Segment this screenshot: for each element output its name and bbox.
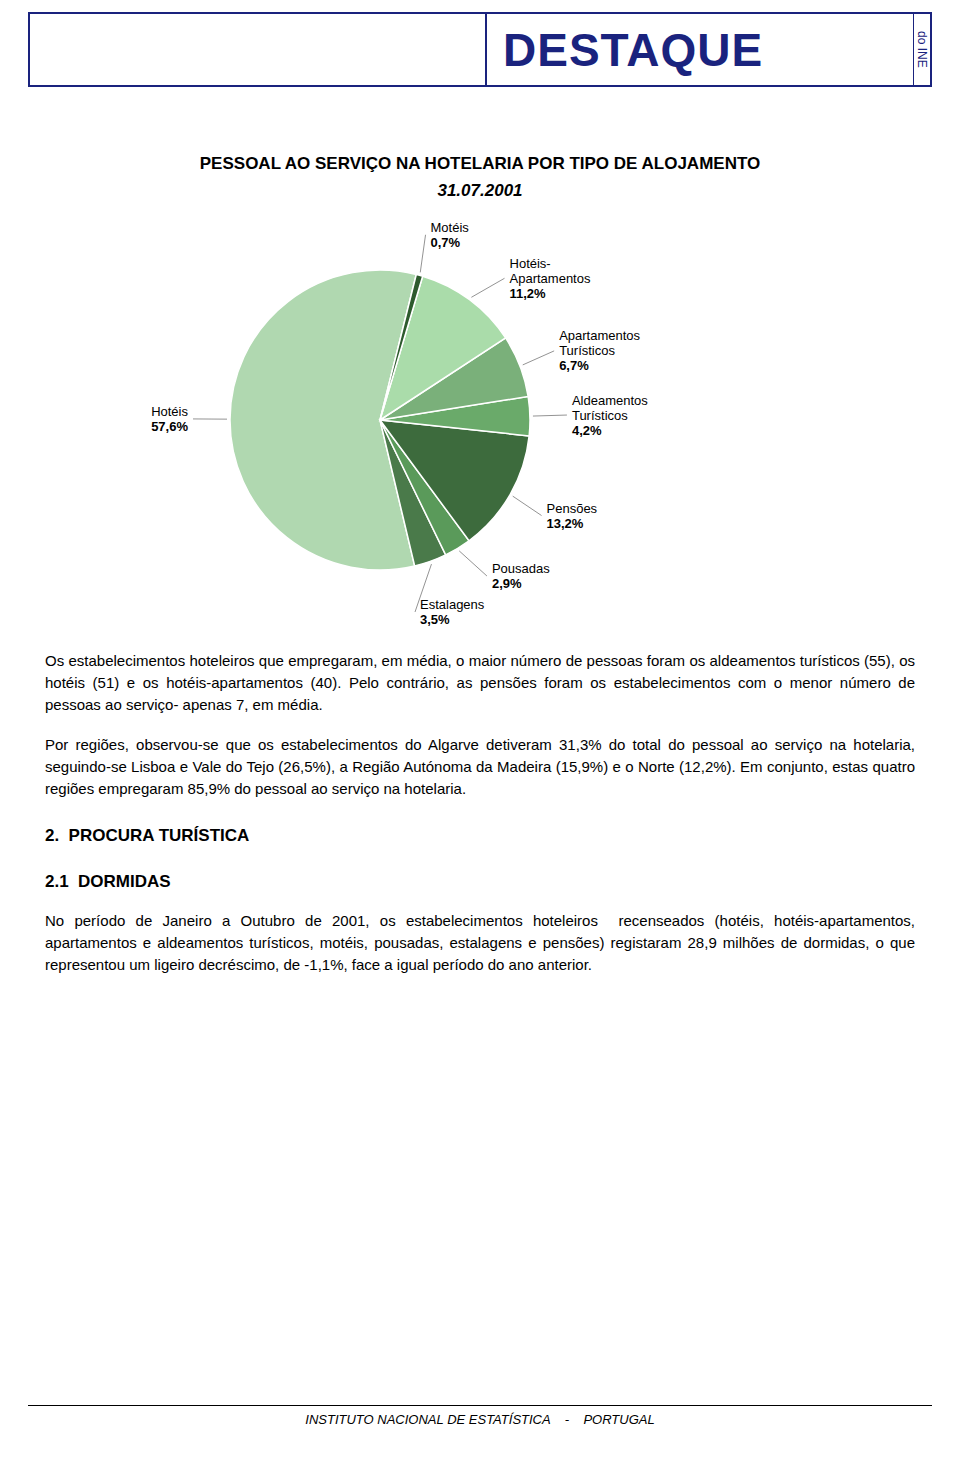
- leader-line: [459, 551, 487, 576]
- paragraph: Os estabelecimentos hoteleiros que empre…: [45, 650, 915, 716]
- slice-value-label: 13,2%: [547, 516, 584, 531]
- subtitle: 31.07.2001: [0, 177, 960, 204]
- slice-label: Apartamentos Turísticos: [559, 328, 644, 358]
- leader-line: [533, 415, 567, 416]
- leader-line: [513, 496, 542, 515]
- slice-value-label: 57,6%: [151, 419, 188, 434]
- pie-slice: [380, 274, 423, 420]
- body-text: Os estabelecimentos hoteleiros que empre…: [45, 650, 915, 994]
- section-heading: 2.1 DORMIDAS: [45, 872, 915, 892]
- slice-label: Hotéis: [151, 404, 188, 419]
- pie-slice: [380, 420, 529, 541]
- paragraph: Por regiões, observou-se que os estabele…: [45, 734, 915, 800]
- header-box: [30, 14, 487, 85]
- leader-line: [523, 351, 554, 365]
- title: PESSOAL AO SERVIÇO NA HOTELARIA POR TIPO…: [0, 150, 960, 177]
- slice-label: Motéis: [431, 220, 470, 235]
- title-block: PESSOAL AO SERVIÇO NA HOTELARIA POR TIPO…: [0, 150, 960, 204]
- header-note: do INE: [915, 31, 929, 68]
- slice-label: Pousadas: [492, 561, 550, 576]
- slice-value-label: 11,2%: [510, 286, 547, 301]
- header-note-box: do INE: [913, 14, 930, 85]
- leader-line: [193, 418, 227, 419]
- header: DESTAQUEdo INE: [28, 12, 932, 87]
- paragraph: No período de Janeiro a Outubro de 2001,…: [45, 910, 915, 976]
- slice-label: Estalagens: [420, 597, 485, 612]
- leader-line: [420, 235, 425, 273]
- pie-chart: Hotéis57,6% Estalagens3,5% Pousadas2,9% Pen…: [0, 215, 960, 635]
- slice-label: Hotéis-Apartamentos: [510, 256, 591, 286]
- slice-value-label: 2,9%: [492, 576, 522, 591]
- section-heading: 2. PROCURA TURÍSTICA: [45, 826, 915, 846]
- slice-value-label: 3,5%: [420, 612, 450, 627]
- footer: INSTITUTO NACIONAL DE ESTATÍSTICA - PORT…: [28, 1405, 932, 1427]
- slice-labels: Hotéis57,6% Estalagens3,5% Pousadas2,9% Pen…: [151, 220, 651, 627]
- slice-label: Aldeamentos Turísticos: [572, 393, 652, 423]
- leader-line: [471, 278, 504, 297]
- slice-label: Pensões: [547, 501, 598, 516]
- slice-value-label: 4,2%: [572, 423, 602, 438]
- slice-value-label: 0,7%: [431, 235, 461, 250]
- slice-value-label: 6,7%: [559, 358, 589, 373]
- header-title: DESTAQUE: [487, 14, 913, 85]
- slices: [230, 270, 530, 570]
